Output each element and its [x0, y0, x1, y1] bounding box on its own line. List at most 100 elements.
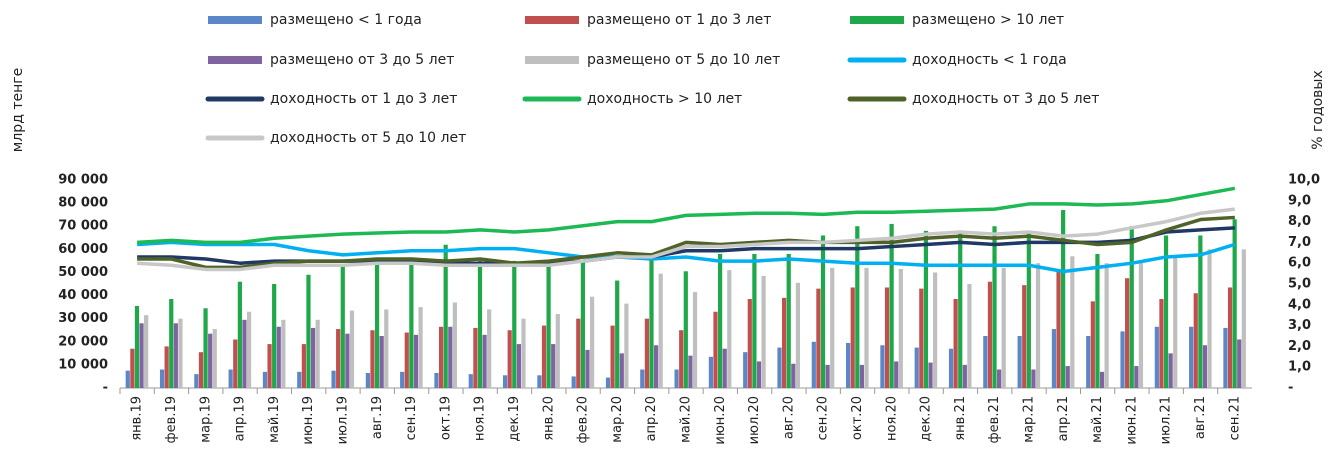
x-tick-label: авг.21	[1193, 396, 1208, 439]
bar	[1223, 327, 1228, 388]
bar	[521, 318, 526, 388]
bar	[315, 319, 320, 388]
x-tick-label: окт.20	[850, 396, 865, 440]
x-tick-label: мар.19	[198, 396, 213, 443]
bar	[134, 305, 140, 388]
bar	[928, 362, 933, 388]
bar	[336, 329, 341, 388]
bar	[1061, 210, 1066, 388]
bar	[1134, 366, 1139, 388]
bar	[443, 244, 448, 388]
y2-tick-label: 8,0	[1288, 214, 1311, 229]
bar	[130, 348, 135, 388]
bar	[516, 344, 521, 388]
bar	[164, 346, 169, 388]
bar	[987, 281, 993, 388]
bar	[1090, 301, 1095, 388]
bar	[580, 260, 585, 388]
bar	[727, 270, 732, 388]
bar	[1138, 260, 1144, 388]
bar	[169, 299, 174, 388]
bar	[825, 364, 830, 388]
y-tick-label: 50 000	[58, 265, 108, 280]
x-tick-label: июл.20	[747, 396, 762, 444]
bar	[722, 348, 727, 388]
bar	[370, 330, 375, 388]
bar	[413, 334, 419, 388]
bar	[404, 332, 409, 388]
x-tick-label: ноя.20	[884, 396, 899, 441]
bar	[1065, 366, 1070, 388]
bar	[811, 341, 816, 388]
bar	[1241, 249, 1246, 388]
x-tick-label: апр.21	[1056, 396, 1071, 441]
bar	[1173, 256, 1178, 388]
bar	[571, 376, 576, 388]
bar	[679, 330, 684, 388]
bar	[438, 326, 444, 388]
legend-label: доходность < 1 года	[912, 52, 1067, 68]
x-tick-label: авг.20	[781, 396, 796, 439]
bar	[992, 226, 997, 388]
bar	[953, 299, 958, 388]
x-tick-label: авг.19	[370, 396, 385, 439]
bar	[340, 265, 345, 388]
legend-label: размещено от 5 до 10 лет	[587, 52, 780, 68]
bar	[374, 260, 380, 388]
bar	[962, 364, 967, 388]
legend-swatch	[208, 16, 262, 24]
bar	[859, 364, 865, 388]
x-tick-label: май.20	[679, 396, 694, 443]
legend-swatch	[850, 16, 904, 24]
x-tick-label: дек.20	[919, 396, 934, 442]
x-tick-label: сен.19	[404, 396, 419, 440]
bar	[914, 347, 919, 388]
x-tick-label: янв.20	[541, 396, 556, 441]
bar	[880, 345, 885, 388]
bar	[948, 348, 954, 388]
bar	[267, 344, 272, 388]
legend-label: доходность от 3 до 5 лет	[912, 91, 1099, 107]
legend-swatch	[525, 56, 579, 64]
bar	[1168, 353, 1173, 388]
y-tick-label: -	[103, 381, 108, 396]
bar	[379, 336, 384, 388]
bar	[1207, 249, 1212, 388]
bar	[1154, 326, 1159, 388]
bar	[777, 347, 782, 388]
y2-tick-label: 10,0	[1288, 173, 1320, 188]
bar	[919, 288, 924, 388]
x-tick-label: ноя.19	[473, 396, 488, 441]
bar	[400, 371, 405, 388]
x-tick-label: сен.20	[816, 396, 831, 440]
line	[137, 207, 1236, 272]
bar	[1099, 371, 1105, 388]
bar	[1070, 256, 1075, 388]
bar	[923, 230, 929, 388]
bar	[139, 323, 144, 388]
bar	[1237, 339, 1242, 388]
bar	[212, 329, 217, 388]
bar	[795, 282, 801, 388]
bar	[272, 284, 277, 388]
y2-tick-label: 5,0	[1288, 277, 1311, 292]
bar	[306, 274, 311, 388]
bar	[1189, 326, 1194, 388]
bar	[1017, 336, 1022, 388]
bar	[610, 325, 615, 388]
bar	[782, 297, 787, 388]
bar	[418, 307, 423, 388]
bar	[281, 319, 286, 388]
bar	[653, 345, 659, 388]
bar	[512, 260, 517, 388]
bar	[1026, 230, 1031, 388]
bar	[1159, 299, 1164, 388]
bar	[537, 375, 542, 388]
bar	[644, 318, 649, 388]
bar	[756, 361, 762, 388]
bar	[708, 356, 714, 388]
bar	[816, 288, 821, 388]
bar	[1086, 336, 1091, 388]
legend-label: размещено < 1 года	[270, 12, 422, 28]
bar	[551, 344, 556, 388]
